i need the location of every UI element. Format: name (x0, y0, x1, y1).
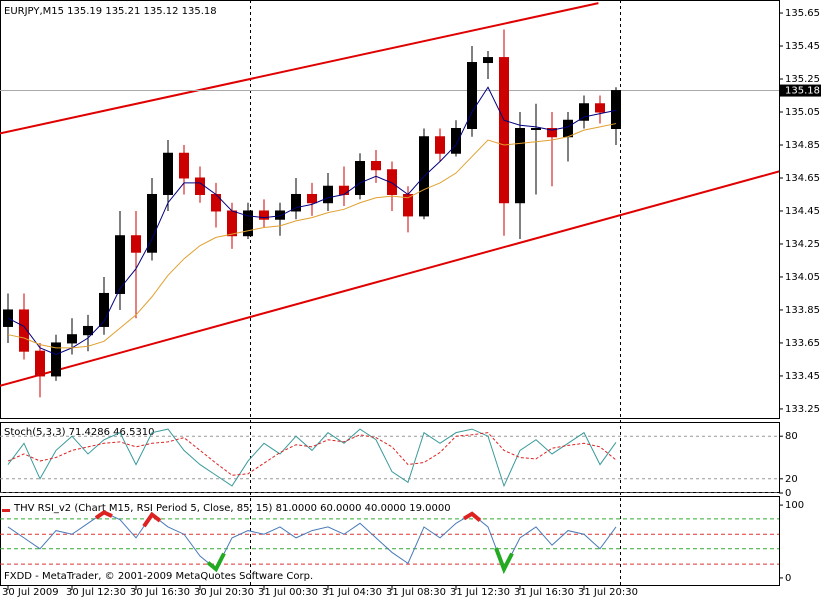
candle-body (99, 292, 109, 327)
candle-body (83, 325, 93, 336)
candle-body (595, 103, 605, 113)
candle-body (227, 210, 237, 237)
y-tick-label: 135.05 (785, 107, 820, 118)
candle-body (435, 136, 445, 154)
candle-body (339, 185, 349, 195)
x-tick-label: 31 Jul 04:30 (322, 587, 382, 598)
extreme-segment (94, 510, 113, 520)
y-tick-label: 133.25 (785, 404, 820, 415)
candle-body (371, 160, 381, 171)
y-tick-label: 135.45 (785, 41, 820, 52)
x-tick-label: 30 Jul 16:30 (130, 587, 190, 598)
y-tick-label: 134.65 (785, 173, 820, 184)
candle-body (19, 309, 29, 352)
price-box (780, 84, 821, 97)
candle-body (195, 177, 205, 195)
x-tick-label: 31 Jul 20:30 (578, 587, 638, 598)
price-label: 135.18 (785, 86, 820, 97)
y-tick-label: 135.25 (785, 74, 820, 85)
extreme-segment (206, 552, 226, 573)
candle-body (547, 128, 557, 138)
candle-body (451, 128, 461, 154)
y-tick-label: 134.45 (785, 206, 820, 217)
y-tick-label: 133.65 (785, 338, 820, 349)
y-tick-label: 135.65 (785, 8, 820, 19)
candle-body (275, 210, 285, 220)
candle-body (531, 128, 541, 131)
stoch-panel (0, 422, 780, 493)
copyright: FXDD - MetaTrader, © 2001-2009 MetaQuote… (4, 571, 313, 582)
x-tick-label: 31 Jul 16:30 (514, 587, 574, 598)
x-tick-label: 30 Jul 20:30 (194, 587, 254, 598)
x-tick-label: 31 Jul 08:30 (386, 587, 446, 598)
y-tick-label: 133.85 (785, 305, 820, 316)
y-tick-label: 100 (785, 500, 804, 511)
trendline (0, 2, 599, 135)
extreme-segment (462, 511, 482, 522)
y-tick-label: 80 (785, 431, 798, 442)
plot-area (0, 510, 779, 575)
candle-body (115, 235, 125, 294)
candle-body (499, 57, 509, 204)
trendline (0, 170, 779, 387)
candle-body (163, 152, 173, 195)
y-tick-label: 0 (785, 573, 791, 584)
plot-area (0, 428, 779, 493)
candle-body (243, 210, 253, 237)
series-line (7, 428, 617, 488)
rsi-panel (0, 496, 780, 586)
indicator-marker (2, 509, 10, 512)
series-line (7, 432, 617, 476)
candle-body (291, 193, 301, 212)
x-tick-label: 30 Jul 12:30 (66, 587, 126, 598)
extreme-segment (494, 547, 514, 575)
y-tick-label: 133.45 (785, 371, 820, 382)
x-tick-label: 31 Jul 12:30 (450, 587, 510, 598)
series-line (7, 86, 617, 356)
candle-body (483, 57, 493, 64)
y-tick-label: 20 (785, 474, 798, 485)
stoch-title: Stoch(5,3,3) 71.4286 46.5310 (4, 427, 155, 438)
candle-body (67, 334, 77, 344)
candle-body (211, 193, 221, 212)
candle-body (355, 160, 365, 195)
y-tick-label: 134.25 (785, 239, 820, 250)
plot-area (0, 2, 779, 398)
extreme-segment (142, 511, 162, 528)
candle-body (35, 350, 45, 377)
candle-body (51, 342, 61, 377)
y-tick-label: 0 (785, 488, 791, 499)
candle-body (579, 103, 589, 121)
candle-body (259, 210, 269, 220)
candle-body (323, 185, 333, 204)
rsi-title: THV RSI_v2 (Chart M15, RSI Period 5, Clo… (13, 503, 451, 514)
candle-body (147, 193, 157, 253)
y-tick-label: 134.05 (785, 272, 820, 283)
candle-body (563, 119, 573, 138)
candle-body (611, 90, 621, 130)
candle-body (3, 309, 13, 327)
x-tick-label: 31 Jul 00:30 (258, 587, 318, 598)
series-line (7, 123, 617, 349)
main-panel (0, 0, 780, 419)
y-tick-label: 134.85 (785, 140, 820, 151)
candle-body (515, 128, 525, 204)
chart-title: EURJPY,M15 135.19 135.21 135.12 135.18 (4, 6, 217, 17)
x-tick-label: 30 Jul 2009 (2, 587, 59, 598)
candle-body (307, 193, 317, 204)
candle-body (179, 152, 189, 179)
candle-body (131, 235, 141, 253)
candle-body (467, 62, 477, 130)
candle-body (387, 169, 397, 195)
